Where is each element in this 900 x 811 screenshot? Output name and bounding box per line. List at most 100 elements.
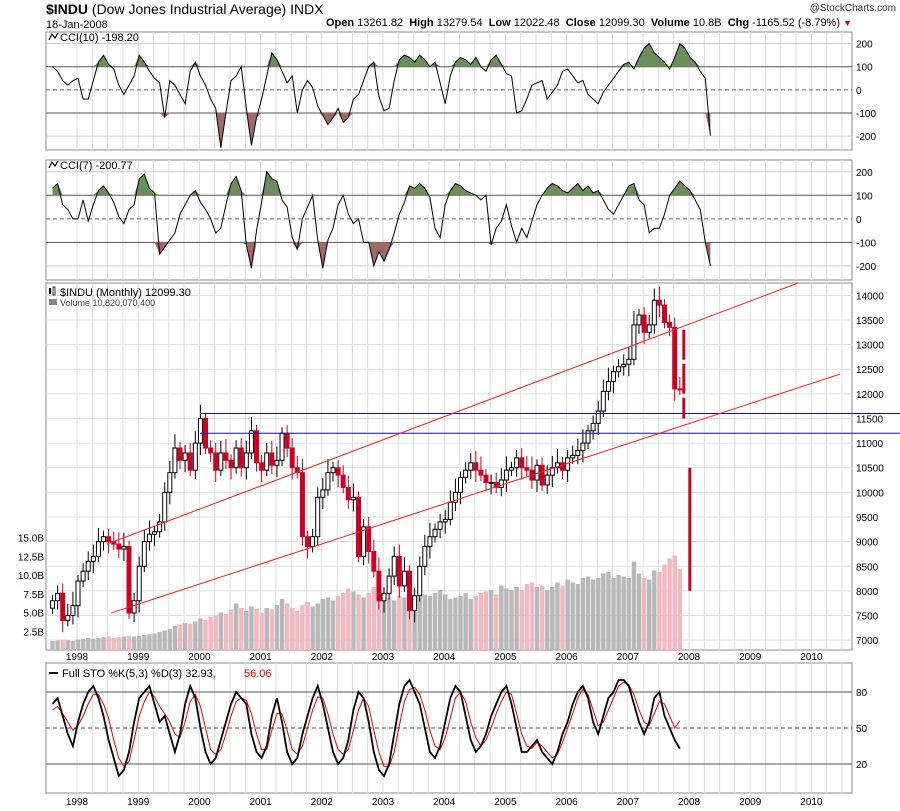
volume-bar xyxy=(540,586,544,651)
exchange: INDX xyxy=(290,1,323,17)
candle-body xyxy=(372,551,376,571)
y-tick-label: 80 xyxy=(856,688,868,699)
candle-body xyxy=(601,391,605,411)
y-tick-label: 20 xyxy=(856,760,868,771)
candle-body xyxy=(311,537,315,547)
x-tick-label: 2008 xyxy=(678,797,701,808)
volume-tick-label: 5.0B xyxy=(23,609,44,620)
volume-bar xyxy=(254,609,258,650)
candle-body xyxy=(270,453,274,465)
y-tick-label: -100 xyxy=(856,238,876,249)
candle-body xyxy=(163,492,167,522)
candle-body xyxy=(193,443,197,470)
cci-title: CCI(10) -198.20 xyxy=(60,32,139,44)
candle-body xyxy=(76,581,80,606)
volume-bar xyxy=(652,571,656,651)
volume-bar xyxy=(147,634,151,650)
candle-body xyxy=(300,473,304,537)
volume-bar xyxy=(356,595,360,651)
volume-bar xyxy=(367,593,371,650)
y-tick-label: 11500 xyxy=(856,414,884,425)
volume-bar xyxy=(188,624,192,650)
volume-bar xyxy=(438,590,442,650)
volume-bar xyxy=(514,587,518,650)
candle-body xyxy=(443,519,447,521)
x-tick-label: 2009 xyxy=(739,652,762,663)
x-tick-label: 2009 xyxy=(739,797,762,808)
volume-bar xyxy=(173,626,177,650)
candle-body xyxy=(561,463,565,470)
candle-body xyxy=(61,593,65,620)
volume-bar xyxy=(91,639,95,650)
candle-body xyxy=(622,364,626,366)
candle-body xyxy=(525,468,529,470)
volume-bar xyxy=(270,610,274,651)
x-tick-label: 2001 xyxy=(249,652,272,663)
candle-body xyxy=(663,305,667,322)
candle-body xyxy=(418,566,422,596)
volume-bar xyxy=(96,638,100,650)
volume-bar xyxy=(106,637,110,651)
candle-body xyxy=(86,561,90,571)
watermark: @StockCharts.com xyxy=(810,3,896,14)
close-value: 12099.30 xyxy=(599,17,645,29)
y-tick-label: 0 xyxy=(856,215,862,226)
candle-body xyxy=(102,537,106,542)
candle-body xyxy=(510,468,514,470)
candle-body xyxy=(168,473,172,493)
volume-bar xyxy=(122,637,126,651)
pane-frame xyxy=(46,160,852,280)
candle-body xyxy=(244,453,248,468)
chart-symbol-title: $INDU (Dow Jones Industrial Average) IND… xyxy=(46,1,324,17)
volume-bar xyxy=(295,611,299,650)
volume-bar xyxy=(504,589,508,651)
y-tick-label: 8500 xyxy=(856,562,879,573)
candle-body xyxy=(321,490,325,497)
candle-body xyxy=(234,448,238,468)
volume-value: 10.8B xyxy=(693,17,722,29)
candle-body xyxy=(132,601,136,613)
volume-bar xyxy=(117,637,121,650)
x-tick-label: 1999 xyxy=(127,797,150,808)
volume-bar xyxy=(596,578,600,650)
candle-body xyxy=(96,542,100,557)
y-tick-label: -200 xyxy=(856,132,876,143)
candle-body xyxy=(448,502,452,519)
volume-bar xyxy=(112,638,116,650)
low-label: Low xyxy=(489,17,511,29)
candle-body xyxy=(637,315,641,325)
candle-icon xyxy=(49,288,51,294)
x-tick-label: 2006 xyxy=(555,797,578,808)
volume-bar xyxy=(71,641,75,650)
candle-body xyxy=(576,450,580,455)
y-tick-label: 12500 xyxy=(856,365,884,376)
low-value: 12022.48 xyxy=(514,17,560,29)
volume-bar xyxy=(285,604,289,651)
volume-bar xyxy=(265,608,269,650)
candle-body xyxy=(571,455,575,457)
candle-body xyxy=(433,529,437,536)
volume-bar xyxy=(168,629,172,650)
candle-body xyxy=(198,418,202,443)
candle-body xyxy=(142,542,146,567)
candle-body xyxy=(265,453,269,470)
y-tick-label: 100 xyxy=(856,191,873,202)
volume-bar xyxy=(81,639,85,650)
candle-body xyxy=(357,497,361,556)
y-tick-label: 10000 xyxy=(856,488,884,499)
candle-body xyxy=(51,601,55,608)
volume-bar xyxy=(397,596,401,650)
volume-bar xyxy=(560,586,564,651)
y-tick-label: 14000 xyxy=(856,291,884,302)
volume-bar xyxy=(280,599,284,650)
candle-body xyxy=(668,322,672,327)
candle-body xyxy=(127,547,131,614)
volume-bar xyxy=(76,640,80,651)
y-tick-label: 50 xyxy=(856,724,868,735)
x-tick-label: 2002 xyxy=(311,652,334,663)
volume-bar xyxy=(428,596,432,650)
candle-body xyxy=(71,606,75,616)
volume-bar xyxy=(565,580,569,651)
candle-body xyxy=(647,325,651,332)
candle-body xyxy=(183,453,187,460)
